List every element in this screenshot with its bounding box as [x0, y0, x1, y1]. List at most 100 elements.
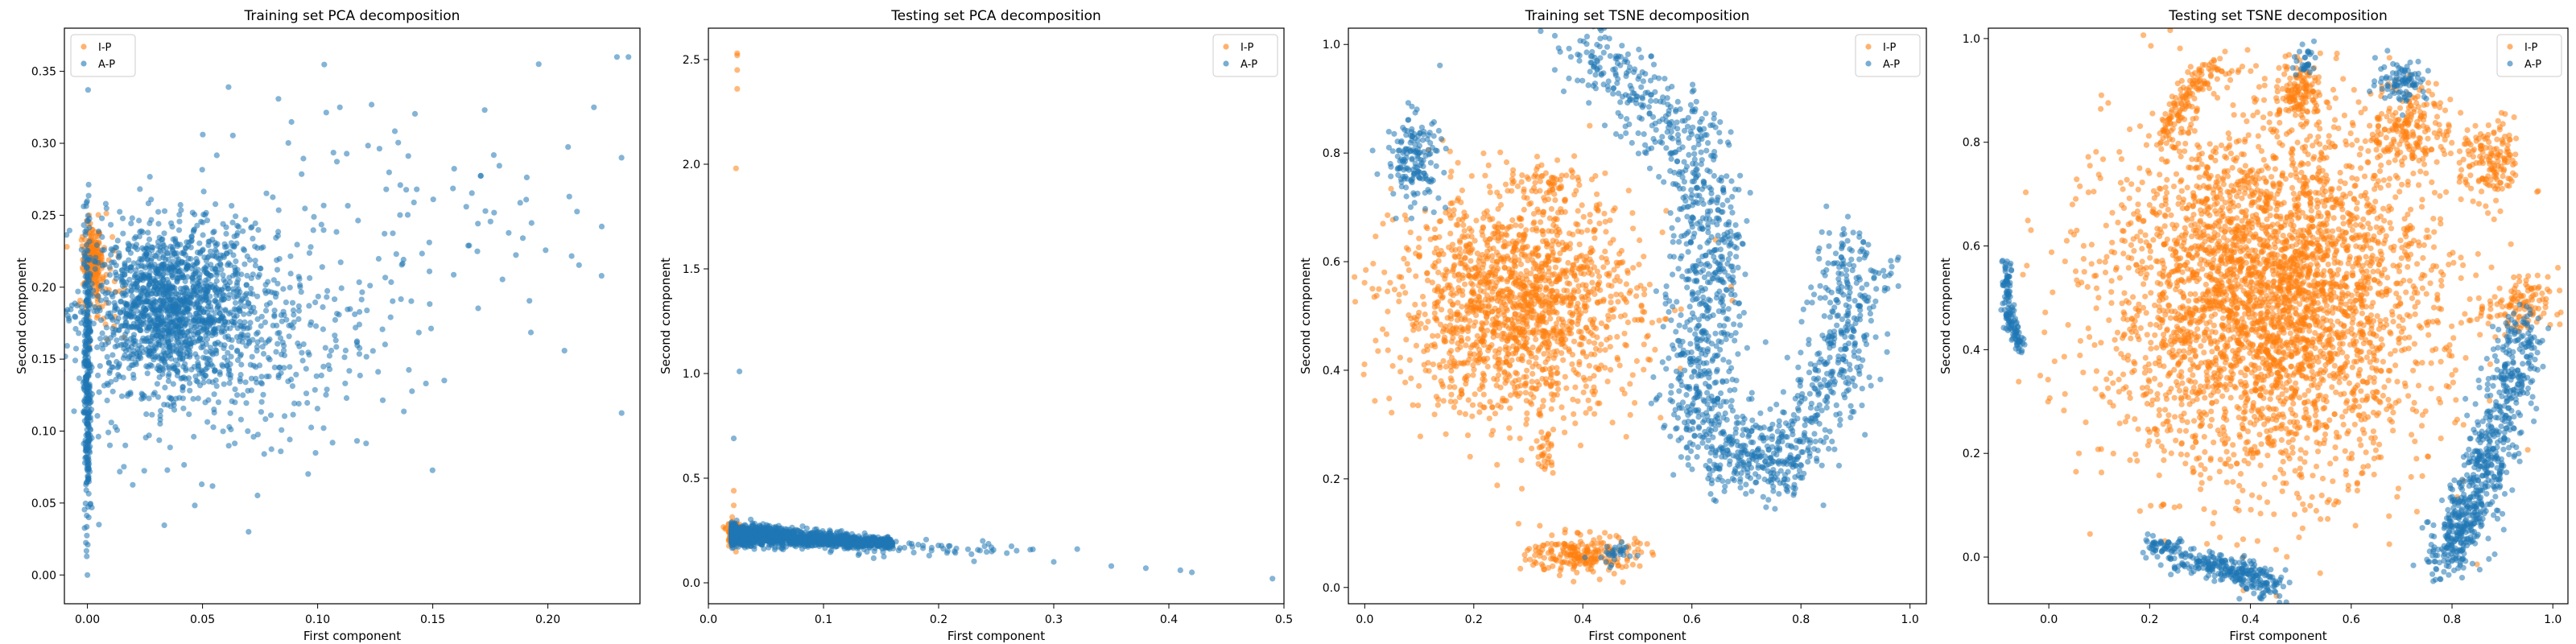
data-point	[344, 151, 350, 157]
data-point	[773, 526, 779, 532]
data-point	[281, 365, 287, 371]
data-point	[203, 366, 209, 373]
data-point	[1448, 391, 1455, 398]
data-point	[83, 547, 89, 554]
data-point	[1142, 565, 1149, 572]
data-point	[201, 325, 208, 332]
data-point	[910, 549, 917, 556]
data-point	[400, 256, 407, 263]
data-point	[1498, 201, 1505, 208]
data-point	[125, 355, 131, 361]
data-point	[135, 316, 142, 322]
data-point	[365, 142, 371, 149]
data-point	[147, 312, 153, 318]
data-point	[258, 374, 265, 380]
data-point	[118, 341, 124, 348]
data-point	[72, 345, 80, 352]
data-point	[834, 539, 840, 547]
data-point	[237, 351, 244, 357]
data-point	[441, 378, 448, 384]
data-point	[250, 336, 256, 343]
data-point	[262, 308, 270, 314]
data-point	[1385, 288, 1391, 295]
data-point	[228, 344, 235, 350]
data-point	[406, 366, 412, 374]
data-point	[324, 294, 330, 300]
data-point	[625, 54, 632, 60]
axes-frame	[708, 27, 1285, 605]
data-point	[526, 298, 533, 304]
data-point	[122, 291, 129, 298]
data-point	[1538, 219, 1544, 225]
data-point	[276, 255, 283, 262]
data-point	[769, 530, 775, 536]
data-point	[116, 250, 122, 256]
data-point	[241, 325, 247, 332]
legend-box	[1212, 34, 1278, 77]
data-point	[543, 247, 549, 254]
data-point	[254, 492, 261, 499]
data-point	[242, 292, 248, 299]
data-point	[195, 366, 201, 373]
data-point	[320, 202, 327, 208]
data-point	[1579, 349, 1587, 355]
data-point	[169, 271, 175, 278]
data-point	[265, 337, 271, 345]
data-point	[851, 541, 858, 548]
data-point	[234, 325, 241, 332]
x-tick-label: 0.0	[700, 613, 717, 626]
data-point	[379, 397, 386, 403]
data-point	[103, 324, 109, 331]
data-point	[87, 328, 93, 334]
data-point	[1585, 397, 1591, 403]
x-tick-label: 0.20	[535, 613, 560, 626]
data-point	[252, 262, 258, 269]
data-point	[81, 252, 89, 258]
data-point	[81, 506, 88, 513]
data-point	[124, 338, 130, 345]
data-point	[136, 233, 142, 240]
data-point	[295, 316, 302, 322]
data-point	[44, 296, 50, 302]
data-point	[1656, 317, 1662, 324]
data-point	[221, 354, 228, 361]
data-point	[203, 258, 209, 264]
data-point	[248, 275, 254, 282]
data-point	[337, 259, 344, 266]
legend: I-PA-P	[70, 34, 136, 77]
data-point	[233, 258, 239, 265]
data-point	[188, 366, 195, 373]
data-point	[147, 174, 153, 180]
data-point	[176, 212, 183, 218]
data-point	[1608, 293, 1614, 299]
data-point	[1663, 208, 1670, 214]
data-point	[1451, 262, 1458, 268]
data-point	[226, 380, 233, 386]
data-point	[130, 260, 137, 266]
data-point	[256, 362, 263, 369]
data-point	[242, 303, 248, 310]
y-axis-label: Second component	[14, 258, 29, 374]
data-point	[947, 543, 953, 549]
data-point	[181, 461, 188, 469]
data-point	[118, 299, 124, 305]
data-point	[106, 264, 113, 270]
legend-marker	[1223, 60, 1229, 67]
data-point	[369, 348, 376, 354]
data-point	[115, 254, 122, 261]
data-point	[761, 546, 767, 552]
data-point	[254, 316, 261, 323]
data-point	[204, 419, 211, 425]
data-point	[88, 368, 94, 374]
data-point	[232, 399, 238, 406]
data-point	[1589, 279, 1596, 286]
data-point	[367, 283, 374, 289]
data-point	[180, 374, 187, 381]
data-point	[419, 250, 425, 257]
data-point	[120, 307, 126, 313]
data-point	[102, 200, 109, 207]
data-point	[411, 199, 417, 206]
data-point	[271, 308, 278, 314]
data-point	[277, 364, 283, 370]
data-point	[195, 329, 201, 336]
